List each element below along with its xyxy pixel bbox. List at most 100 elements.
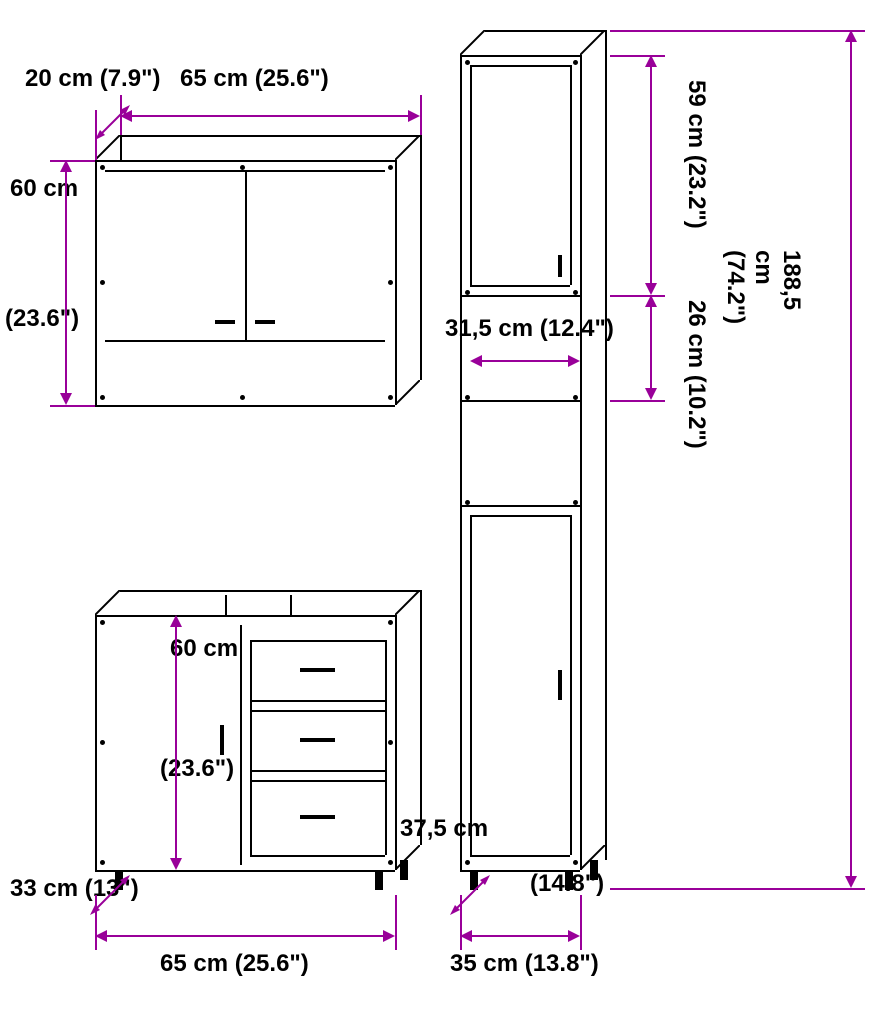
tall-shelf-1 — [460, 400, 580, 402]
rivet — [465, 60, 470, 65]
rivet — [465, 395, 470, 400]
base-cab-drawer2-bot — [250, 770, 385, 772]
base-cab-diag-tl — [95, 590, 120, 615]
tall-shelf-2 — [460, 505, 580, 507]
wall-cab-back-top — [120, 135, 420, 137]
dim-59 — [650, 67, 652, 283]
tall-top-handle — [558, 255, 562, 277]
base-cab-drawer1-top — [250, 640, 385, 642]
arrow — [470, 355, 482, 367]
tall-bot-door-bot — [470, 855, 570, 857]
label-depth-20: 20 cm (7.9") — [25, 65, 160, 93]
rivet — [100, 620, 105, 625]
label-h60-wall-in: (23.6") — [5, 305, 79, 333]
tall-cab-front-left — [460, 55, 462, 870]
dim-60-wall — [65, 172, 67, 393]
tall-cab-front-top — [460, 55, 580, 57]
dim-ext-1885-t — [610, 30, 865, 32]
base-cab-drawer1-bot — [250, 700, 385, 702]
base-cab-drawer3-top — [250, 780, 385, 782]
rivet — [388, 860, 393, 865]
label-depth-375-in: (14.8") — [530, 870, 604, 898]
base-cab-back-top — [120, 590, 420, 592]
wall-cab-door-divider — [245, 170, 247, 340]
wall-cab-back-right — [420, 135, 422, 380]
dim-65-top — [132, 115, 408, 117]
dim-35 — [472, 935, 568, 937]
label-h60-base: 60 cm — [170, 635, 238, 663]
arrow — [568, 930, 580, 942]
dim-ext-20-l — [95, 110, 97, 160]
tall-cab-back-right — [605, 30, 607, 860]
dim-60-base — [175, 627, 177, 858]
dim-26 — [650, 307, 652, 388]
arrow — [645, 295, 657, 307]
dim-ext-65-r — [420, 95, 422, 135]
base-cab-back-right — [420, 590, 422, 845]
tall-top-door-top — [470, 65, 570, 67]
rivet — [100, 860, 105, 865]
base-cab-front-top — [95, 615, 395, 617]
wall-cab-diag-br — [395, 380, 420, 405]
base-cab-divider — [240, 625, 242, 865]
rivet — [465, 500, 470, 505]
arrow — [568, 355, 580, 367]
rivet — [100, 280, 105, 285]
rivet — [573, 500, 578, 505]
dim-ext-60w-b — [50, 405, 95, 407]
rivet — [240, 165, 245, 170]
rivet — [388, 280, 393, 285]
dim-depth-33 — [85, 870, 135, 925]
rivet — [465, 860, 470, 865]
label-width-65-top: 65 cm (25.6") — [180, 65, 329, 93]
label-h26: 26 cm (10.2") — [682, 300, 710, 449]
label-h59: 59 cm (23.2") — [682, 80, 710, 229]
tall-bot-handle — [558, 670, 562, 700]
base-leg-3 — [400, 860, 408, 880]
dim-65-bot — [107, 935, 383, 937]
label-width-35: 35 cm (13.8") — [450, 950, 599, 978]
base-cab-drawer-left — [250, 640, 252, 855]
arrow — [120, 110, 132, 122]
dim-ext-59-t — [610, 55, 665, 57]
rivet — [240, 395, 245, 400]
drawer-handle-2 — [300, 738, 335, 742]
base-door-handle — [220, 725, 224, 755]
dim-315 — [482, 360, 568, 362]
base-cab-drawer-right — [385, 640, 387, 855]
rivet — [388, 165, 393, 170]
tall-top-door-right — [570, 65, 572, 285]
base-cab-cutout-r — [290, 595, 292, 615]
wall-cab-front-bottom — [95, 405, 395, 407]
arrow — [60, 393, 72, 405]
rivet — [573, 395, 578, 400]
tall-bot-door-top — [470, 515, 570, 517]
tall-cab-diag-tl — [460, 30, 485, 55]
drawer-handle-1 — [300, 668, 335, 672]
label-width-65-bot: 65 cm (25.6") — [160, 950, 309, 978]
arrow — [645, 388, 657, 400]
label-h60-base-in: (23.6") — [160, 755, 234, 783]
rivet — [388, 395, 393, 400]
base-cab-cutout-l — [225, 595, 227, 615]
tall-top-door-left — [470, 65, 472, 285]
tall-bot-door-right — [570, 515, 572, 855]
dim-depth-375 — [445, 870, 495, 925]
wall-cab-door-top — [105, 170, 385, 172]
dim-ext-65b-r — [395, 895, 397, 950]
drawer-handle-3 — [300, 815, 335, 819]
tall-bot-door-left — [470, 515, 472, 855]
label-width-315: 31,5 cm (12.4") — [445, 315, 614, 343]
rivet — [573, 290, 578, 295]
rivet — [100, 395, 105, 400]
base-cab-drawer2-top — [250, 710, 385, 712]
base-cab-drawer3-bot — [250, 855, 385, 857]
tall-cab-diag-tr — [580, 30, 605, 55]
rivet — [465, 290, 470, 295]
arrow — [170, 615, 182, 627]
rivet — [100, 165, 105, 170]
dim-ext-1885-b — [610, 888, 865, 890]
base-cab-front-left — [95, 615, 97, 870]
dim-ext-65b-l — [95, 895, 97, 950]
arrow — [645, 283, 657, 295]
